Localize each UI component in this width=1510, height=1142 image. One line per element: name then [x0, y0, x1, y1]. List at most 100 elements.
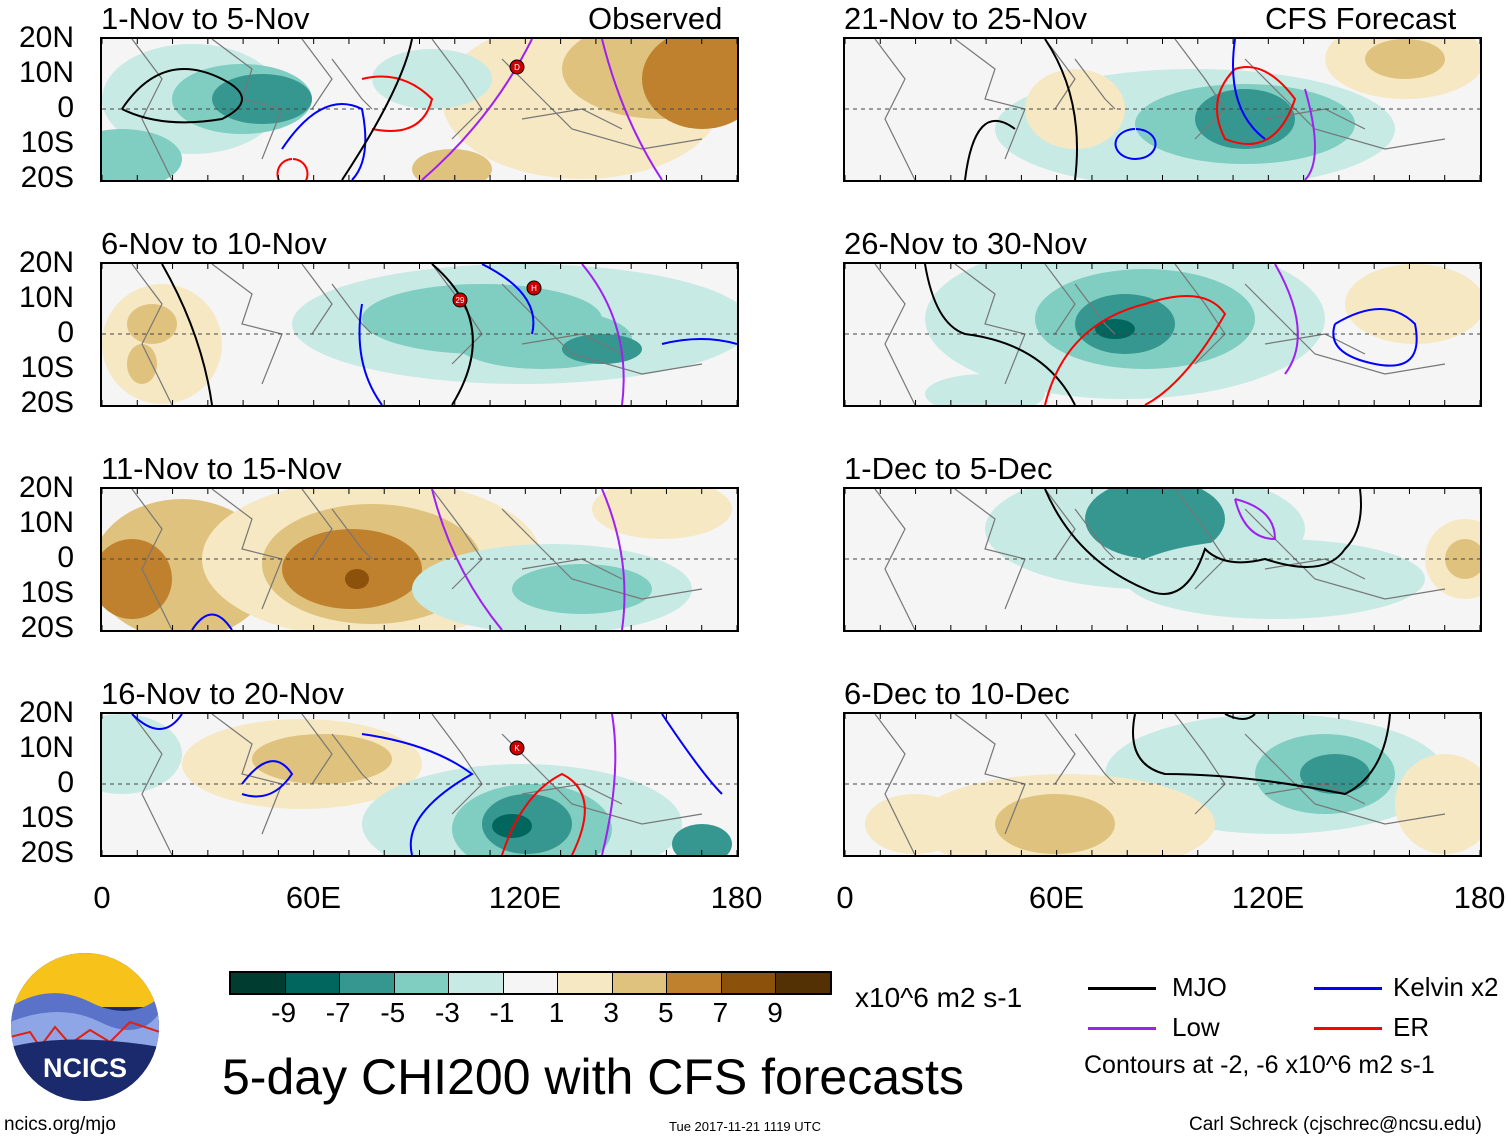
coastline	[431, 264, 483, 365]
coastline	[1044, 264, 1076, 335]
legend-label-low: Low	[1172, 1012, 1220, 1042]
coastline	[131, 264, 173, 405]
coastline	[211, 489, 283, 610]
map-panel: 29 H	[100, 262, 739, 407]
lat-label: 20N	[18, 696, 74, 729]
coastline	[874, 264, 916, 405]
contour-line	[1044, 295, 1227, 405]
coastline	[431, 714, 483, 815]
coastline	[431, 489, 483, 590]
ncics-logo: NCICS	[11, 953, 159, 1101]
anomaly-region	[995, 794, 1115, 854]
panel-title: 1-Dec to 5-Dec	[844, 451, 1053, 486]
storm-label: 29	[456, 296, 465, 305]
anomaly-region	[372, 49, 492, 109]
contour-line	[281, 103, 367, 180]
colorbar-swatch	[612, 973, 667, 993]
contour-line	[1332, 308, 1418, 367]
legend-line-er	[1314, 1027, 1382, 1030]
storm-marker: H	[526, 280, 542, 296]
timestamp: Tue 2017-11-21 1119 UTC	[669, 1119, 821, 1134]
anomaly-region	[592, 489, 732, 539]
lat-label: 10S	[20, 801, 74, 834]
colorbar-swatch	[558, 973, 613, 993]
colorbar-swatch	[340, 973, 395, 993]
colorbar-label: -9	[271, 997, 297, 1028]
contour-line	[361, 75, 434, 132]
contours-note: Contours at -2, -6 x10^6 m2 s-1	[1084, 1051, 1435, 1079]
lat-label: 20S	[20, 161, 74, 194]
contour-line	[661, 714, 723, 795]
contour-line	[161, 264, 213, 405]
anomaly-region	[492, 814, 532, 838]
contour-line	[1132, 714, 1391, 796]
coastline	[1174, 714, 1226, 815]
lat-label: 20N	[18, 246, 74, 279]
coastline	[1244, 508, 1446, 600]
storm-marker: D	[509, 59, 525, 75]
lon-label: 60E	[285, 880, 342, 915]
contour-line	[276, 158, 309, 180]
anomaly-region	[102, 129, 182, 180]
author-credit: Carl Schreck (cjschrec@ncsu.edu)	[1189, 1114, 1482, 1135]
anomaly-region	[1085, 489, 1225, 559]
contour-line	[121, 68, 243, 124]
contour-line	[1044, 39, 1078, 180]
colorbar	[229, 971, 832, 995]
coastline	[954, 489, 1026, 610]
lat-label: 0	[57, 766, 74, 799]
contour-line	[501, 772, 586, 855]
coastline	[1074, 508, 1116, 560]
panel-title: 1-Nov to 5-Nov	[101, 1, 310, 36]
source-url[interactable]: ncics.org/mjo	[4, 1114, 116, 1135]
coastline	[874, 39, 916, 180]
coastline	[1174, 264, 1226, 365]
coastline	[431, 39, 483, 140]
coastline	[131, 714, 173, 855]
anomaly-region	[512, 564, 652, 614]
coastline	[1044, 39, 1076, 110]
colorbar-label: 9	[767, 997, 783, 1028]
lat-label: 20N	[18, 471, 74, 504]
coastline	[211, 264, 283, 385]
coastline	[954, 714, 1026, 835]
anomaly-region	[282, 529, 422, 609]
anomaly-region	[865, 794, 965, 854]
contour-line	[964, 119, 1016, 180]
contour-line	[358, 303, 383, 405]
lat-label: 10S	[20, 351, 74, 384]
lon-label: 180	[710, 880, 763, 915]
colorbar-swatch	[394, 973, 449, 993]
contour-line	[1304, 88, 1316, 180]
coastline	[301, 714, 333, 785]
lat-label: 20N	[18, 21, 74, 54]
panel-title: 11-Nov to 15-Nov	[101, 451, 342, 486]
coastline	[954, 264, 1026, 385]
colorbar-swatch	[503, 973, 558, 993]
legend-line-kelvin	[1314, 987, 1382, 990]
storm-marker: 29	[452, 292, 468, 308]
lon-label: 120E	[1231, 880, 1305, 915]
coastline	[301, 39, 333, 110]
anomaly-region	[127, 344, 157, 384]
logo-text: NCICS	[43, 1053, 127, 1083]
anomaly-region	[925, 374, 1045, 405]
anomaly-region	[1345, 264, 1480, 344]
colorbar-swatch	[776, 973, 830, 993]
lat-label: 10S	[20, 126, 74, 159]
contour-line	[601, 39, 663, 180]
anomaly-region	[1195, 89, 1295, 149]
anomaly-region	[562, 334, 642, 364]
contour-line	[1234, 498, 1277, 541]
lon-label: 0	[836, 880, 854, 915]
contour-line	[431, 489, 503, 630]
anomaly-region	[102, 714, 182, 794]
colorbar-label: -5	[380, 997, 406, 1028]
coastline	[1174, 39, 1226, 140]
coastline	[301, 489, 333, 560]
coastline	[1174, 489, 1226, 590]
map-panel	[843, 487, 1482, 632]
map-panel: K	[100, 712, 739, 857]
coastline	[501, 283, 703, 375]
